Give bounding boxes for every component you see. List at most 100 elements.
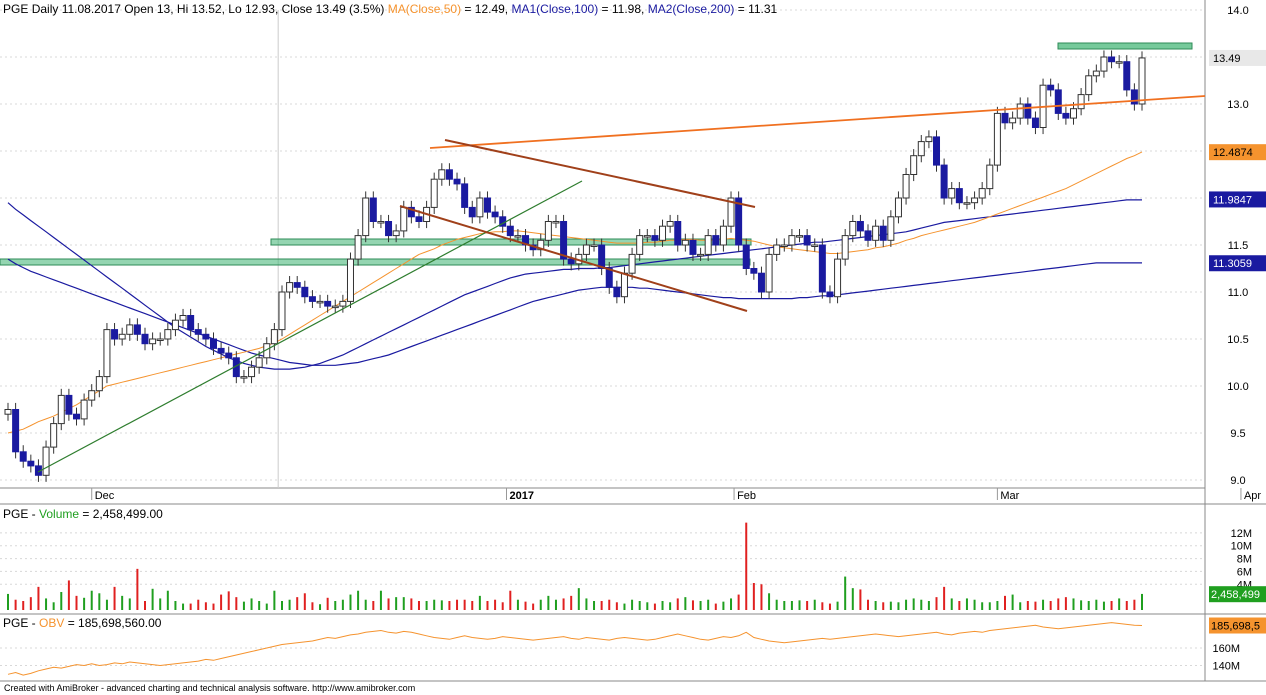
candle-body — [255, 357, 263, 368]
candle-body — [971, 197, 979, 204]
obv-line — [7, 622, 1143, 676]
candle-body — [1031, 117, 1039, 128]
volume-value-box — [1209, 586, 1266, 603]
axis-value-label: 11.3059 — [1213, 258, 1252, 270]
candle-body — [742, 244, 750, 269]
candle-body — [849, 221, 857, 237]
candle-body — [339, 300, 347, 307]
candle-body — [910, 155, 918, 175]
uptrend-line — [37, 180, 583, 473]
candle-body — [674, 221, 682, 246]
candle-body — [872, 225, 880, 241]
candle-body — [278, 291, 286, 331]
candle-body — [780, 244, 788, 247]
candle-body — [613, 286, 621, 298]
axis-value-label: 13.49 — [1213, 53, 1241, 65]
candle-body — [331, 305, 339, 309]
candle-body — [590, 244, 598, 247]
candle-body — [788, 235, 796, 246]
y-tick-label: 10.0 — [1227, 381, 1248, 393]
candle-body — [1024, 103, 1032, 119]
candle-body — [354, 235, 362, 260]
candle-body — [12, 409, 20, 453]
candle-body — [712, 235, 720, 246]
ma200-value: = 11.31 — [737, 2, 778, 16]
axis-value-box — [1209, 255, 1266, 272]
volume-tick-label: 12M — [1231, 528, 1252, 540]
candle-body — [643, 235, 651, 238]
y-tick-label: 9.5 — [1230, 428, 1245, 440]
candle-body — [385, 221, 393, 237]
candle-body — [894, 197, 902, 218]
candle-body — [826, 291, 834, 298]
volume-tick-label: 8M — [1237, 554, 1252, 566]
candle-body — [735, 197, 743, 246]
price-pane-header: PGE Daily 11.08.2017 Open 13, Hi 13.52, … — [3, 2, 777, 16]
candle-body — [164, 329, 172, 340]
candle-body — [248, 366, 256, 378]
candle-body — [796, 235, 804, 238]
candle-body — [225, 352, 233, 359]
candle-body — [628, 253, 636, 274]
candle-body — [240, 376, 248, 379]
ma100-line — [7, 199, 1142, 370]
candle-body — [42, 446, 50, 476]
candle-body — [666, 221, 674, 227]
x-tick-label: Apr — [1244, 490, 1261, 502]
resistance-line — [429, 95, 1206, 149]
candle-body — [681, 239, 689, 246]
candle-body — [552, 221, 560, 224]
candle-body — [324, 300, 332, 307]
candle-body — [430, 178, 438, 208]
y-tick-label: 11.5 — [1228, 240, 1249, 252]
candle-body — [65, 394, 73, 415]
candle-body — [316, 300, 324, 304]
candle-body — [468, 206, 476, 218]
candle-body — [392, 230, 400, 237]
candle-body — [438, 169, 446, 180]
candle-body — [993, 112, 1001, 166]
candle-body — [598, 244, 606, 269]
candle-body — [1001, 112, 1009, 124]
candle-body — [582, 244, 590, 255]
candle-body — [1077, 94, 1085, 110]
candle-body — [765, 253, 773, 293]
ma100-label: MA1(Close,100) — [511, 2, 599, 16]
candle-body — [659, 225, 667, 241]
volume-value: = 2,458,499.00 — [82, 507, 163, 521]
candle-body — [118, 333, 126, 340]
candle-body — [491, 211, 499, 218]
candle-body — [506, 225, 514, 237]
candle-body — [773, 244, 781, 255]
obv-value-label: 185,698,5 — [1211, 621, 1260, 633]
candle-body — [111, 329, 119, 340]
candle-body — [917, 141, 925, 157]
candle-body — [567, 258, 575, 265]
candle-body — [1047, 84, 1055, 91]
obv-value-box — [1209, 617, 1266, 634]
candle-body — [377, 221, 385, 224]
candle-body — [72, 413, 80, 420]
candle-body — [1100, 56, 1108, 72]
candle-body — [1016, 103, 1024, 119]
candle-body — [1070, 108, 1078, 119]
candle-body — [362, 197, 370, 237]
y-tick-label: 9.0 — [1230, 475, 1245, 487]
candle-body — [719, 225, 727, 246]
candle-body — [978, 188, 986, 199]
candle-body — [126, 324, 134, 335]
candle-body — [750, 268, 758, 274]
candle-body — [834, 258, 842, 298]
candle-body — [88, 390, 96, 401]
candle-body — [301, 286, 309, 298]
candle-body — [1115, 61, 1123, 64]
axis-value-label: 12.4874 — [1213, 147, 1253, 159]
candle-body — [636, 235, 644, 255]
candle-body — [963, 202, 971, 205]
candle-body — [1085, 75, 1093, 96]
candle-body — [1054, 89, 1062, 114]
axis-value-box — [1209, 49, 1266, 66]
price-info: Daily 11.08.2017 Open 13, Hi 13.52, Lo 1… — [31, 2, 385, 16]
ma50-label: MA(Close,50) — [387, 2, 462, 16]
